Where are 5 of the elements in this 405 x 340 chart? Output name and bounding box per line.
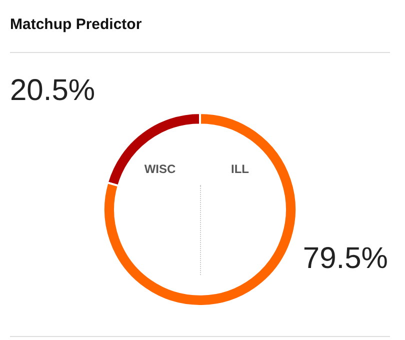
data-label: 20.5% [10,74,96,107]
data-label: 79.5% [302,242,388,275]
slice-label: ILL [231,162,249,176]
chart-title: Matchup Predictor [10,16,142,33]
slice-label: WISC [144,162,176,176]
